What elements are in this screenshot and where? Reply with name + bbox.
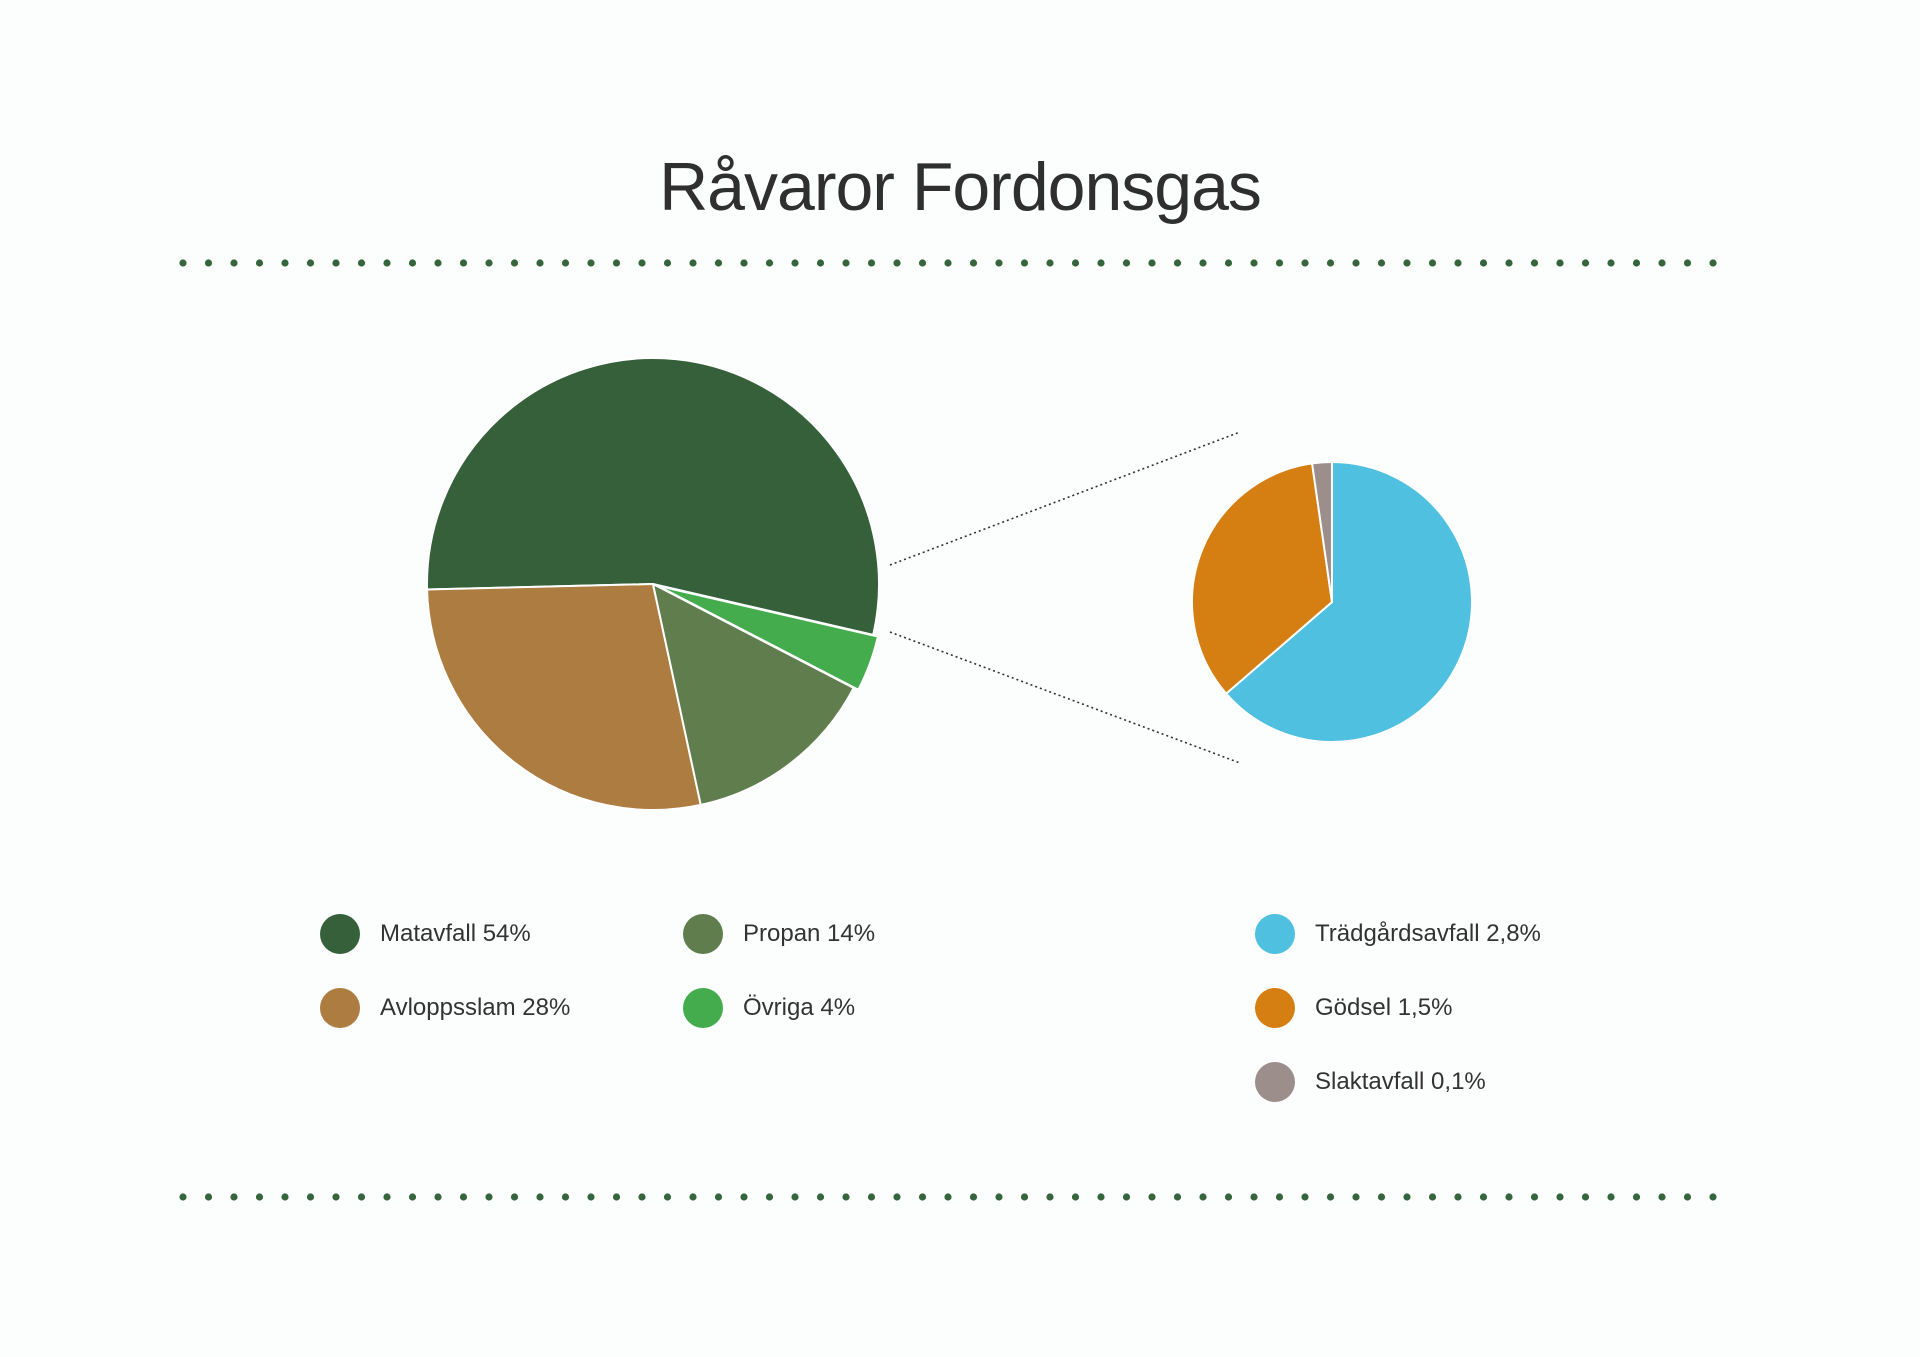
legend-item-matavfall-54: Matavfall 54%: [320, 912, 531, 956]
legend-swatch: [1255, 988, 1295, 1028]
legend-swatch: [1255, 914, 1295, 954]
legend-label: Trädgårdsavfall 2,8%: [1315, 920, 1541, 947]
pie-slice-propan-14: [652, 583, 855, 806]
pie-slice-tradgardsavfall-2-8: [1225, 461, 1473, 743]
pie-slice-godsel-1-5: [1191, 462, 1333, 695]
divider-bottom: [179, 1193, 1717, 1201]
pie-slice-ovriga-4: [656, 584, 879, 691]
legend-item-avloppsslam-28: Avloppsslam 28%: [320, 986, 570, 1030]
legend-item-tradgardsavfall-2-8: Trädgårdsavfall 2,8%: [1255, 912, 1541, 956]
legend-label: Gödsel 1,5%: [1315, 994, 1453, 1021]
legend-swatch: [683, 988, 723, 1028]
legend-item-godsel-1-5: Gödsel 1,5%: [1255, 986, 1452, 1030]
pie-slice-slaktavfall-0-1: [1311, 460, 1333, 603]
legend-item-propan-14: Propan 14%: [683, 912, 875, 956]
divider-top: [179, 259, 1717, 267]
legend-label: Avloppsslam 28%: [380, 994, 571, 1021]
legend-swatch: [320, 914, 360, 954]
legend-item-ovriga-4: Övriga 4%: [683, 986, 855, 1030]
pie-slice-matavfall-54: [426, 357, 880, 636]
main-pie-chart: [426, 357, 880, 811]
pie-slice-avloppsslam-28: [426, 583, 702, 811]
legend-label: Propan 14%: [743, 920, 876, 947]
chart-title: Råvaror Fordonsgas: [659, 149, 1262, 225]
legend-swatch: [320, 988, 360, 1028]
legend-item-slaktavfall-0-1: Slaktavfall 0,1%: [1255, 1060, 1486, 1104]
pie-connector-lines: [889, 431, 1241, 764]
legend-swatch: [683, 914, 723, 954]
detail-pie-chart: [1191, 460, 1473, 743]
legend-label: Övriga 4%: [743, 994, 856, 1021]
legend-label: Slaktavfall 0,1%: [1315, 1068, 1486, 1095]
legend-swatch: [1255, 1062, 1295, 1102]
legend-label: Matavfall 54%: [380, 920, 531, 947]
